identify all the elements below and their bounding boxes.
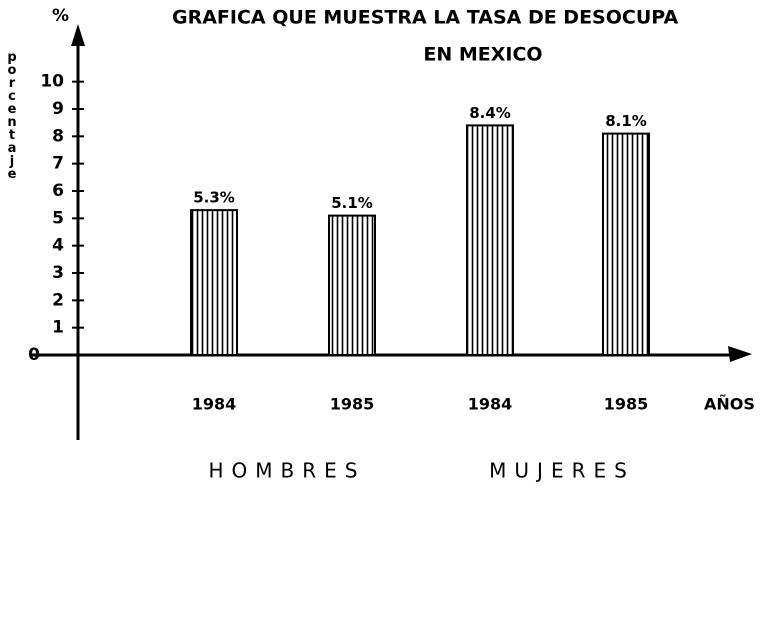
bar [190, 209, 238, 356]
y-tick-label: 2 [52, 290, 64, 310]
x-axis-label: AÑOS [704, 395, 755, 414]
y-tick-label: 6 [52, 181, 64, 201]
y-tick-label: 8 [52, 126, 64, 146]
bar [466, 124, 514, 357]
group-label: HOMBRES [209, 459, 366, 483]
y-arrow [71, 24, 85, 46]
value-label: 8.4% [469, 104, 511, 122]
x-tick-label: 1985 [330, 395, 375, 414]
y-tick-label: 5 [52, 208, 64, 228]
bar [328, 214, 376, 356]
chart-title: GRAFICA QUE MUESTRA LA TASA DE DESOCUPA [172, 7, 678, 29]
y-unit: % [52, 6, 69, 26]
chart-subtitle: EN MEXICO [423, 44, 542, 66]
y-tick-label: 0 [28, 345, 40, 365]
y-tick-label: 7 [52, 154, 64, 174]
value-label: 5.1% [331, 194, 373, 212]
x-tick-label: 1984 [192, 395, 237, 414]
y-tick-label: 1 [52, 318, 64, 338]
value-label: 5.3% [193, 189, 235, 207]
y-axis-label: porcentaje [5, 50, 20, 180]
y-tick-label: 9 [52, 99, 64, 119]
value-label: 8.1% [605, 112, 647, 130]
x-arrow [728, 346, 752, 362]
y-tick-label: 10 [40, 72, 64, 92]
group-label: MUJERES [489, 459, 635, 483]
y-tick-label: 3 [52, 263, 64, 283]
x-tick-label: 1985 [604, 395, 649, 414]
x-tick-label: 1984 [468, 395, 513, 414]
y-tick-label: 4 [52, 236, 64, 256]
bar [602, 132, 650, 356]
